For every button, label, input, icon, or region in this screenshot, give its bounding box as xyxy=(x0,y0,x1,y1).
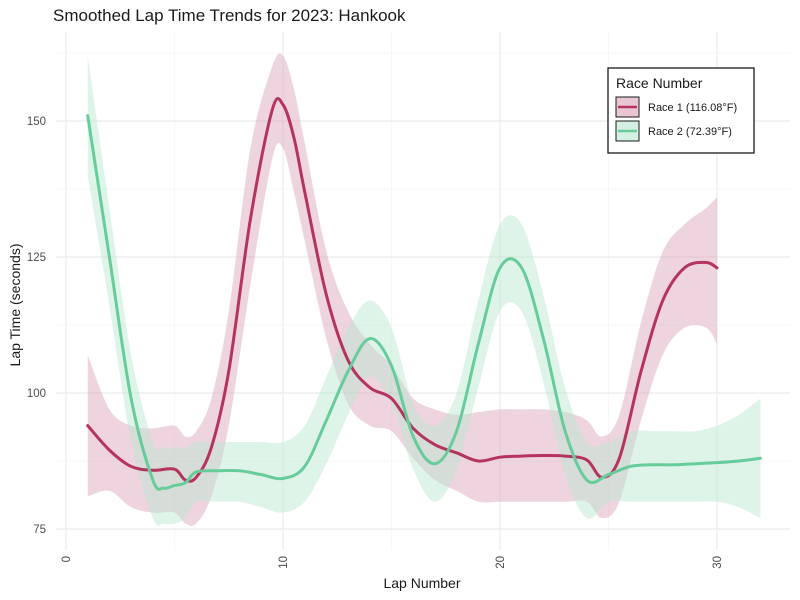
x-tick-labels: 0 10 20 30 xyxy=(61,556,724,569)
series-2-band xyxy=(87,55,761,526)
y-tick-labels: 75 100 125 150 xyxy=(27,116,46,536)
y-tick-label: 100 xyxy=(27,388,46,400)
chart-title: Smoothed Lap Time Trends for 2023: Hanko… xyxy=(53,6,406,25)
legend-label-1: Race 1 (116.08°F) xyxy=(648,102,737,114)
y-tick-label: 125 xyxy=(27,252,46,264)
confidence-bands xyxy=(87,53,761,527)
y-axis-label: Lap Time (seconds) xyxy=(7,244,23,367)
x-tick-label: 30 xyxy=(712,556,724,569)
series-1-band xyxy=(87,53,717,527)
y-tick-label: 150 xyxy=(27,116,46,128)
x-tick-label: 10 xyxy=(278,556,290,569)
legend-title: Race Number xyxy=(616,75,703,91)
legend: Race Number Race 1 (116.08°F) Race 2 (72.… xyxy=(607,67,755,154)
y-tick-label: 75 xyxy=(33,524,46,536)
x-tick-label: 20 xyxy=(495,556,507,569)
series-2-line xyxy=(86,114,762,491)
x-tick-label: 0 xyxy=(61,556,73,562)
x-axis-label: Lap Number xyxy=(383,575,460,591)
series-lines xyxy=(86,97,762,491)
legend-label-2: Race 2 (72.39°F) xyxy=(648,126,732,138)
